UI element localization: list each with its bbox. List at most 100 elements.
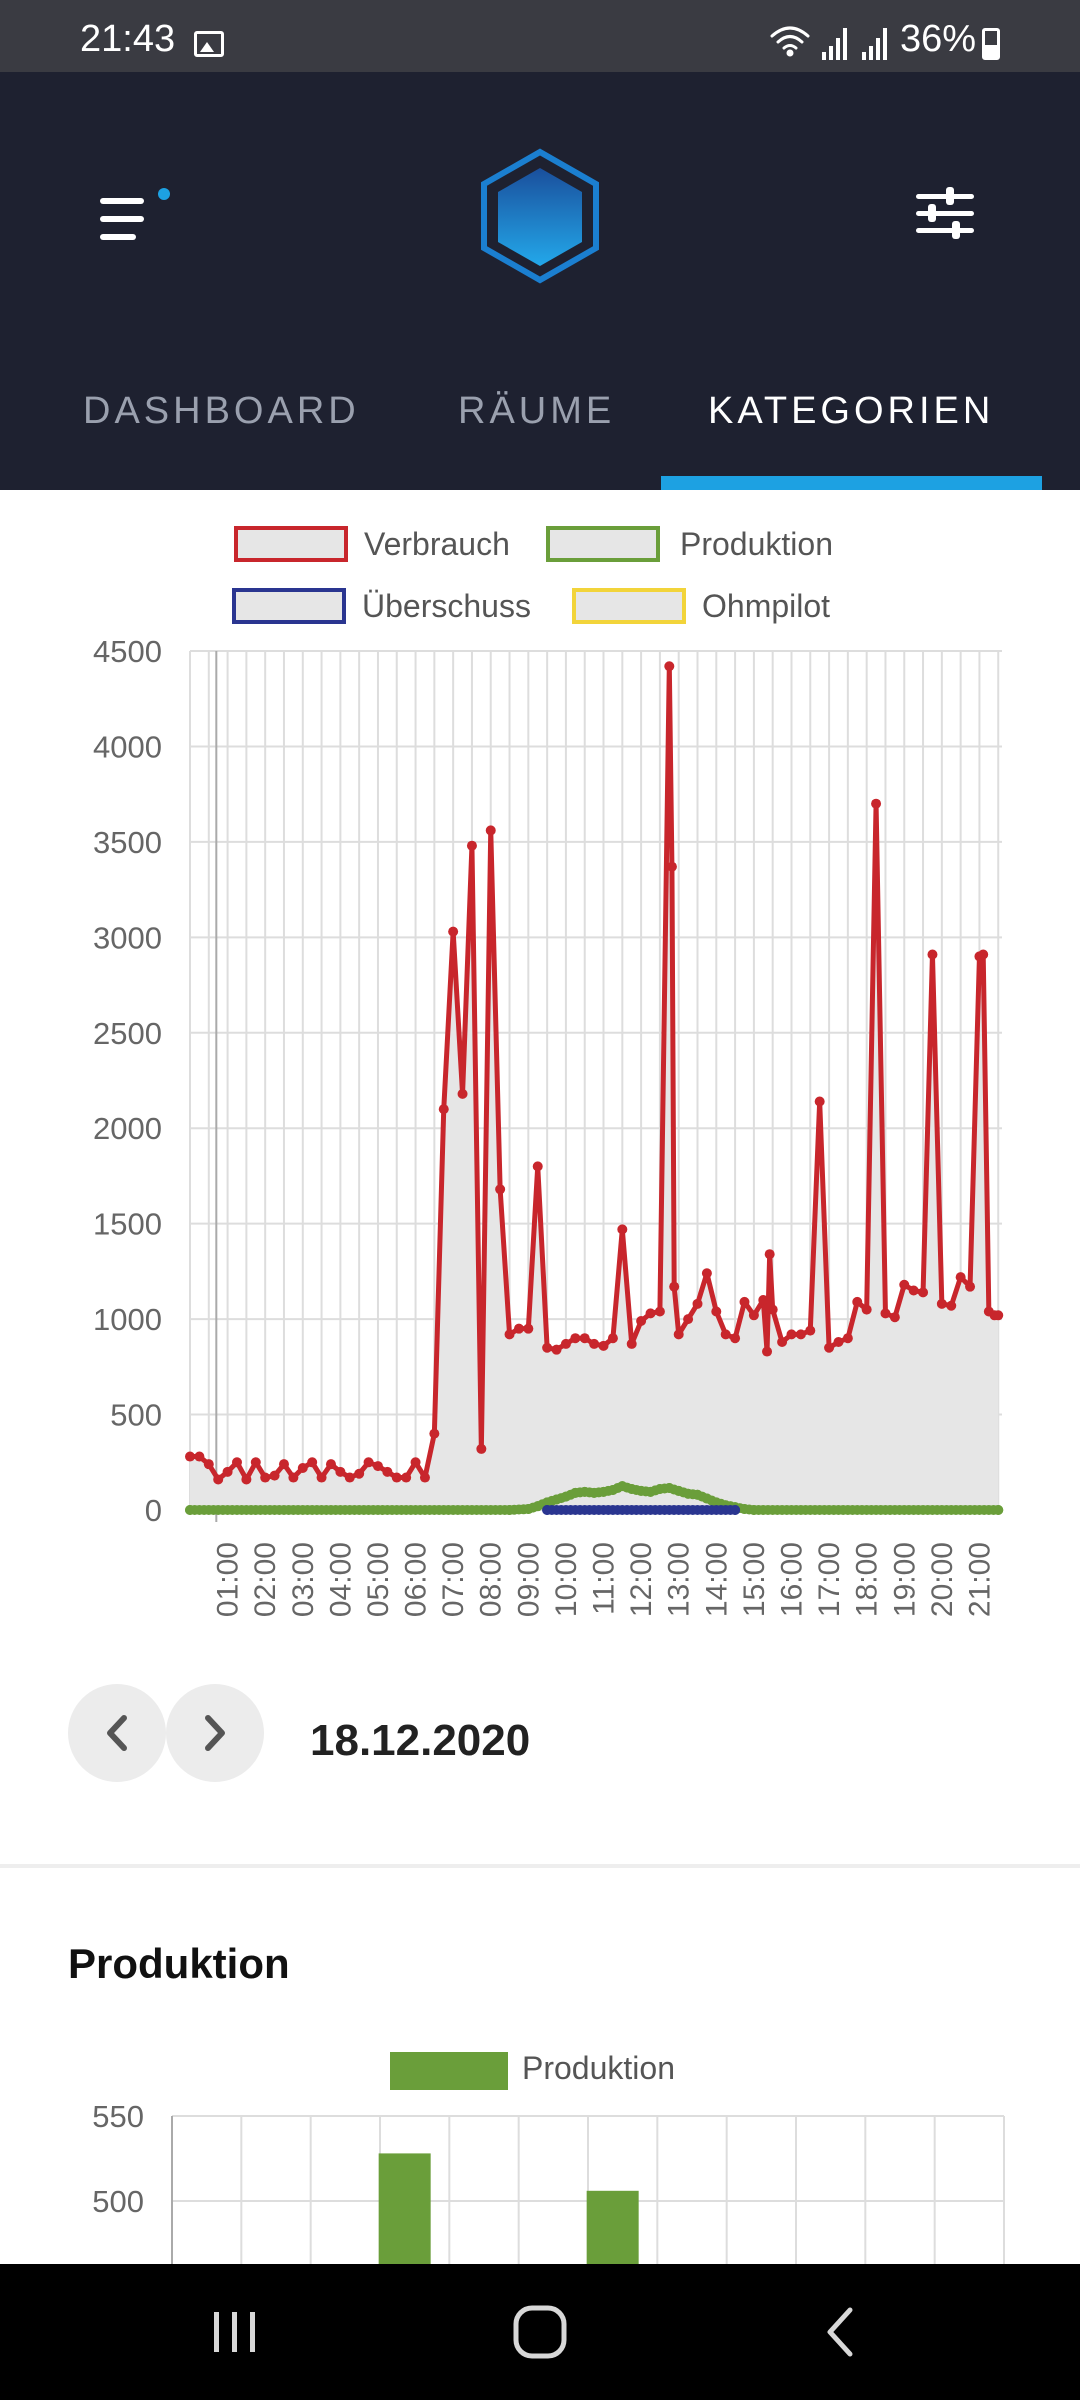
recent-apps-icon[interactable] bbox=[214, 2312, 255, 2352]
data-point bbox=[570, 1333, 581, 1344]
x-tick-label: 18:00 bbox=[851, 1542, 884, 1617]
data-point bbox=[476, 1443, 487, 1454]
data-point bbox=[504, 1329, 515, 1340]
data-point bbox=[288, 1472, 299, 1483]
data-point bbox=[617, 1224, 628, 1235]
filter-settings-icon[interactable] bbox=[910, 184, 980, 244]
data-point bbox=[213, 1474, 224, 1485]
production-bar bbox=[586, 2190, 639, 2264]
data-point bbox=[852, 1296, 863, 1307]
data-point bbox=[833, 1337, 844, 1348]
app-logo-icon bbox=[481, 148, 599, 284]
verbrauch-area bbox=[190, 666, 999, 1510]
data-point bbox=[231, 1457, 242, 1468]
data-point bbox=[795, 1329, 806, 1340]
data-point bbox=[250, 1457, 261, 1468]
data-point bbox=[758, 1295, 769, 1306]
legend-label[interactable]: Produktion bbox=[522, 2050, 675, 2086]
data-point bbox=[824, 1342, 835, 1353]
data-point bbox=[325, 1459, 336, 1470]
next-day-button[interactable] bbox=[166, 1684, 264, 1782]
x-tick-label: 11:00 bbox=[588, 1542, 621, 1615]
y-tick-label: 3000 bbox=[93, 920, 162, 955]
x-tick-label: 07:00 bbox=[437, 1542, 470, 1617]
data-point bbox=[711, 1306, 722, 1317]
legend-swatch bbox=[546, 526, 660, 562]
legend-swatch bbox=[234, 526, 348, 562]
tab-dashboard[interactable]: DASHBOARD bbox=[83, 390, 360, 432]
data-point bbox=[344, 1472, 355, 1483]
legend-verbrauch[interactable]: Verbrauch bbox=[234, 526, 554, 566]
data-point bbox=[777, 1337, 788, 1348]
data-point bbox=[203, 1459, 214, 1470]
data-point bbox=[683, 1314, 694, 1325]
data-point bbox=[560, 1338, 571, 1349]
data-point bbox=[448, 926, 459, 937]
data-point bbox=[692, 1298, 703, 1309]
tab-kategorien[interactable]: KATEGORIEN bbox=[708, 390, 995, 432]
data-point bbox=[762, 1346, 773, 1357]
y-tick-label: 3500 bbox=[93, 825, 162, 860]
active-tab-indicator bbox=[661, 476, 1042, 490]
data-point bbox=[495, 1184, 506, 1195]
legend-ueberschuss[interactable]: Überschuss bbox=[232, 588, 572, 628]
data-point bbox=[805, 1325, 816, 1336]
legend-ohmpilot[interactable]: Ohmpilot bbox=[572, 588, 872, 628]
x-tick-label: 17:00 bbox=[813, 1542, 846, 1617]
status-bar: 21:43 36% bbox=[0, 0, 1080, 72]
legend-produktion[interactable]: Produktion bbox=[546, 526, 866, 566]
prev-day-button[interactable] bbox=[68, 1684, 166, 1782]
data-point bbox=[978, 949, 989, 960]
legend-swatch bbox=[390, 2052, 508, 2090]
data-point bbox=[645, 1308, 656, 1319]
data-point bbox=[194, 1451, 205, 1462]
data-point bbox=[354, 1468, 365, 1479]
section-divider bbox=[0, 1864, 1080, 1868]
data-point bbox=[654, 1306, 665, 1317]
legend-swatch bbox=[572, 588, 686, 624]
y-tick-label: 1000 bbox=[93, 1302, 162, 1337]
gallery-icon bbox=[194, 31, 224, 57]
data-point bbox=[551, 1344, 562, 1355]
data-point bbox=[965, 1281, 976, 1292]
data-point bbox=[532, 1161, 543, 1172]
home-icon[interactable] bbox=[513, 2305, 567, 2359]
data-point bbox=[607, 1333, 618, 1344]
data-point bbox=[739, 1296, 750, 1307]
back-icon[interactable] bbox=[827, 2307, 853, 2357]
data-point bbox=[748, 1310, 759, 1321]
data-point bbox=[185, 1451, 195, 1462]
menu-icon[interactable] bbox=[96, 182, 176, 252]
y-tick-label: 0 bbox=[145, 1493, 162, 1528]
app-header: DASHBOARD RÄUME KATEGORIEN bbox=[0, 72, 1080, 490]
y-tick-label: 500 bbox=[110, 1398, 162, 1433]
y-tick-label: 550 bbox=[92, 2099, 144, 2134]
data-point bbox=[861, 1304, 872, 1315]
legend-swatch bbox=[232, 588, 346, 624]
data-point bbox=[908, 1285, 919, 1296]
energy-chart: Verbrauch Produktion Überschuss Ohmpilot… bbox=[0, 490, 1080, 1650]
x-tick-label: 09:00 bbox=[512, 1542, 545, 1617]
x-tick-label: 04:00 bbox=[324, 1542, 357, 1617]
data-point bbox=[579, 1333, 590, 1344]
data-point bbox=[814, 1096, 825, 1107]
data-point bbox=[669, 1281, 680, 1292]
legend-label: Ohmpilot bbox=[702, 588, 831, 624]
data-point bbox=[889, 1312, 900, 1323]
data-point bbox=[429, 1428, 440, 1439]
x-tick-label: 05:00 bbox=[362, 1542, 395, 1617]
data-point bbox=[269, 1470, 280, 1481]
x-tick-label: 12:00 bbox=[625, 1542, 658, 1617]
data-point bbox=[730, 1505, 741, 1515]
data-point bbox=[260, 1472, 271, 1483]
legend-label: Überschuss bbox=[362, 588, 531, 624]
x-tick-label: 06:00 bbox=[400, 1542, 433, 1617]
data-point bbox=[485, 825, 496, 836]
data-point bbox=[946, 1300, 957, 1311]
x-tick-label: 14:00 bbox=[700, 1542, 733, 1617]
battery-icon bbox=[982, 28, 1000, 60]
data-point bbox=[278, 1459, 289, 1470]
system-nav-bar bbox=[0, 2264, 1080, 2400]
tab-raeume[interactable]: RÄUME bbox=[458, 390, 616, 432]
x-tick-label: 02:00 bbox=[249, 1542, 282, 1617]
